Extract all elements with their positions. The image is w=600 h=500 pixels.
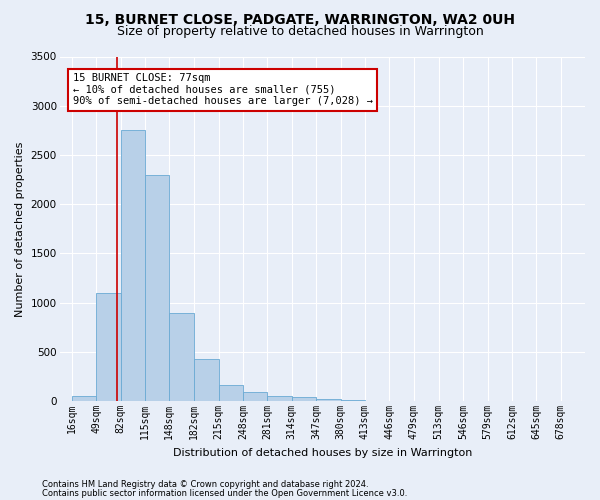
Text: 15, BURNET CLOSE, PADGATE, WARRINGTON, WA2 0UH: 15, BURNET CLOSE, PADGATE, WARRINGTON, W…	[85, 12, 515, 26]
Bar	[219, 386, 243, 401]
Bar	[169, 312, 194, 401]
Text: Contains HM Land Registry data © Crown copyright and database right 2024.: Contains HM Land Registry data © Crown c…	[42, 480, 368, 489]
Text: 15 BURNET CLOSE: 77sqm
← 10% of detached houses are smaller (755)
90% of semi-de: 15 BURNET CLOSE: 77sqm ← 10% of detached…	[73, 73, 373, 106]
Y-axis label: Number of detached properties: Number of detached properties	[15, 141, 25, 316]
Text: Contains public sector information licensed under the Open Government Licence v3: Contains public sector information licen…	[42, 488, 407, 498]
Bar	[194, 359, 219, 401]
Text: Size of property relative to detached houses in Warrington: Size of property relative to detached ho…	[116, 25, 484, 38]
Bar	[121, 130, 145, 401]
Bar	[341, 400, 365, 401]
Bar	[145, 174, 169, 401]
Bar	[292, 397, 316, 401]
Bar	[96, 293, 121, 401]
Bar	[72, 396, 96, 401]
Bar	[316, 398, 341, 401]
Bar	[243, 392, 268, 401]
Bar	[268, 396, 292, 401]
X-axis label: Distribution of detached houses by size in Warrington: Distribution of detached houses by size …	[173, 448, 472, 458]
